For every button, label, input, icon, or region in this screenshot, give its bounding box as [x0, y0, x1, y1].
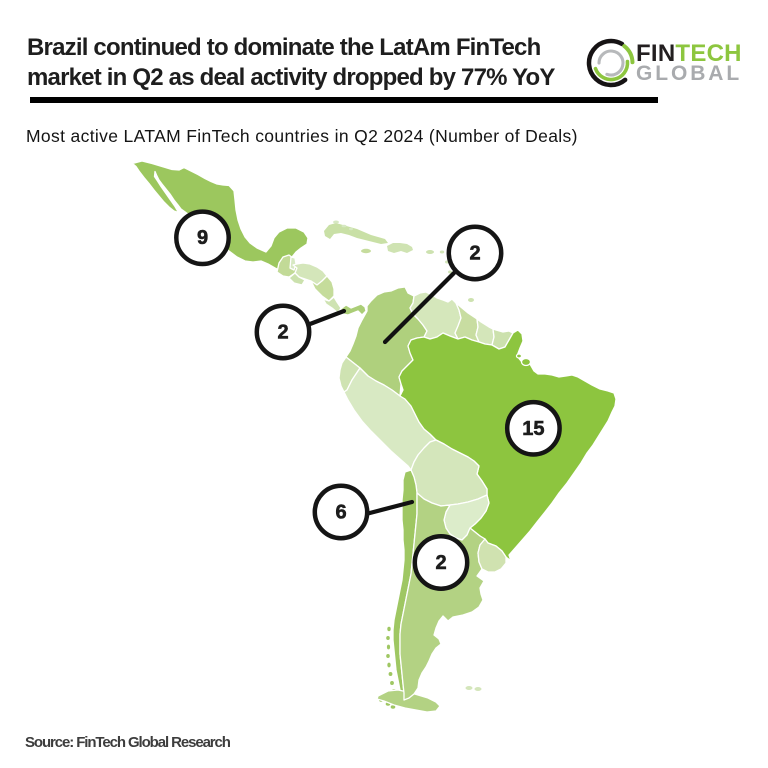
svg-text:9: 9 — [197, 227, 208, 249]
svg-text:15: 15 — [522, 418, 544, 440]
svg-text:2: 2 — [469, 243, 480, 265]
svg-text:6: 6 — [335, 502, 346, 524]
svg-text:2: 2 — [435, 552, 446, 574]
svg-text:2: 2 — [277, 322, 288, 344]
